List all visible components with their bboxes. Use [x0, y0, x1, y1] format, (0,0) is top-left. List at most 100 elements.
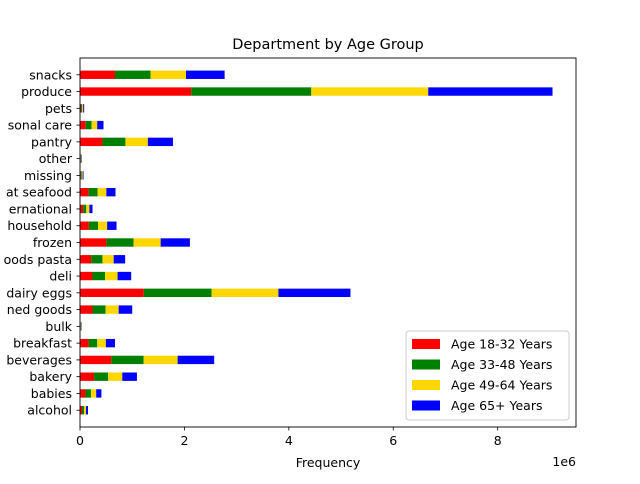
bar-segment-missing-series-3: [83, 171, 84, 179]
legend-label-series-0: Age 18-32 Years: [451, 337, 552, 352]
legend: Age 18-32 Years Age 33-48 Years Age 49-64 …: [406, 331, 569, 420]
bar-segment-breakfast-series-1: [89, 339, 98, 347]
bar-segment-babies-series-1: [85, 389, 90, 397]
bar-segment-dairy-eggs-series-1: [144, 289, 212, 297]
bar-segment-snacks-series-3: [186, 71, 225, 79]
bar-segment-dairy-eggs-series-2: [212, 289, 279, 297]
bar-segment-beverages-series-3: [178, 356, 215, 364]
y-tick-label: produce: [21, 84, 72, 99]
x-axis-label: Frequency: [296, 455, 361, 470]
bar-segment-international-series-0: [80, 205, 83, 213]
bar-segment-dairy-eggs-series-0: [80, 289, 144, 297]
bar-segment-dry-goods-pasta-series-2: [102, 255, 113, 263]
bar-segment-pets-series-2: [82, 104, 83, 112]
y-tick-label: pantry: [31, 134, 73, 149]
bar-segment-dry-goods-pasta-series-3: [114, 255, 125, 263]
y-tick-label: frozen: [33, 235, 72, 250]
bar-segment-bakery-series-2: [108, 372, 122, 380]
y-tick-label: at seafood: [6, 185, 72, 200]
y-tick-label: household: [7, 218, 72, 233]
bar-segment-dairy-eggs-series-3: [278, 289, 350, 297]
bar-segment-international-series-3: [89, 205, 92, 213]
bar-segment-alcohol-series-2: [84, 406, 86, 414]
bar-segment-personal-care-series-2: [91, 121, 97, 129]
y-tick-label: missing: [24, 168, 72, 183]
legend-swatch-series-0: [412, 339, 440, 349]
y-tick-label: babies: [31, 386, 72, 401]
bar-segment-pets-series-1: [81, 104, 82, 112]
bar-segment-deli-series-3: [118, 272, 132, 280]
x-scale-offset-label: 1e6: [552, 454, 576, 469]
bar-segment-breakfast-series-2: [97, 339, 106, 347]
x-tick-label: 2: [180, 433, 188, 448]
y-tick-label: other: [39, 151, 73, 166]
bar-segment-alcohol-series-1: [82, 406, 84, 414]
y-tick-label: ned goods: [7, 302, 72, 317]
legend-swatch-series-3: [412, 401, 440, 411]
bar-segment-meat-seafood-series-3: [106, 188, 115, 196]
bar-segment-alcohol-series-3: [86, 406, 88, 414]
bar-segment-meat-seafood-series-2: [97, 188, 106, 196]
legend-label-series-3: Age 65+ Years: [451, 398, 542, 413]
y-tick-label: beverages: [6, 352, 72, 367]
bar-segment-pets-series-3: [83, 104, 84, 112]
legend-label-series-1: Age 33-48 Years: [451, 357, 552, 372]
bar-segment-beverages-series-0: [80, 356, 111, 364]
bar-segment-personal-care-series-0: [80, 121, 86, 129]
bar-segment-canned-goods-series-1: [93, 305, 106, 313]
bar-segment-frozen-series-0: [80, 238, 106, 246]
bar-segment-bakery-series-3: [122, 372, 137, 380]
bar-segment-pantry-series-0: [80, 138, 102, 146]
legend-swatch-series-2: [412, 380, 440, 390]
bar-segment-canned-goods-series-2: [106, 305, 119, 313]
bar-segment-meat-seafood-series-1: [89, 188, 98, 196]
legend-swatch-series-1: [412, 360, 440, 370]
bar-segment-household-series-1: [89, 222, 98, 230]
x-tick-label: 0: [76, 433, 84, 448]
bar-segment-babies-series-0: [80, 389, 85, 397]
bar-segment-pantry-series-2: [125, 138, 147, 146]
y-tick-label: sonal care: [8, 118, 73, 133]
y-tick-label: alcohol: [27, 403, 72, 418]
bar-segment-snacks-series-1: [115, 71, 151, 79]
bar-segment-bakery-series-1: [94, 372, 108, 380]
bar-segment-produce-series-3: [428, 87, 552, 95]
bar-segment-dry-goods-pasta-series-1: [91, 255, 102, 263]
bar-segment-produce-series-1: [191, 87, 311, 95]
y-tick-label: deli: [49, 269, 72, 284]
y-tick-label: bulk: [45, 319, 72, 334]
bar-segment-deli-series-0: [80, 272, 93, 280]
y-tick-label: pets: [45, 101, 72, 116]
y-tick-label: ernational: [9, 201, 72, 216]
bar-segment-bakery-series-0: [80, 372, 94, 380]
bar-segment-missing-series-2: [82, 171, 83, 179]
legend-label-series-2: Age 49-64 Years: [451, 378, 552, 393]
y-tick-label: dairy eggs: [6, 285, 72, 300]
bar-segment-international-series-1: [83, 205, 86, 213]
bar-segment-beverages-series-2: [144, 356, 178, 364]
bar-segment-beverages-series-1: [111, 356, 143, 364]
bar-segment-frozen-series-2: [134, 238, 161, 246]
x-tick-label: 6: [389, 433, 397, 448]
bar-segment-pantry-series-1: [102, 138, 125, 146]
bar-segment-breakfast-series-0: [80, 339, 89, 347]
x-tick-label: 4: [285, 433, 293, 448]
bar-segment-produce-series-0: [80, 87, 191, 95]
bar-segment-personal-care-series-3: [97, 121, 103, 129]
y-tick-label: breakfast: [13, 336, 72, 351]
bar-segment-babies-series-2: [91, 389, 96, 397]
bar-segment-babies-series-3: [96, 389, 101, 397]
chart-title: Department by Age Group: [232, 37, 424, 53]
bar-segment-snacks-series-2: [150, 71, 186, 79]
bar-segment-meat-seafood-series-0: [80, 188, 89, 196]
bar-segment-frozen-series-1: [106, 238, 133, 246]
bar-segment-breakfast-series-3: [106, 339, 115, 347]
y-tick-label: bakery: [29, 369, 72, 384]
bar-segment-deli-series-1: [93, 272, 106, 280]
bar-segment-personal-care-series-1: [86, 121, 92, 129]
bar-segment-household-series-0: [80, 222, 89, 230]
y-tick-label: snacks: [29, 67, 72, 82]
